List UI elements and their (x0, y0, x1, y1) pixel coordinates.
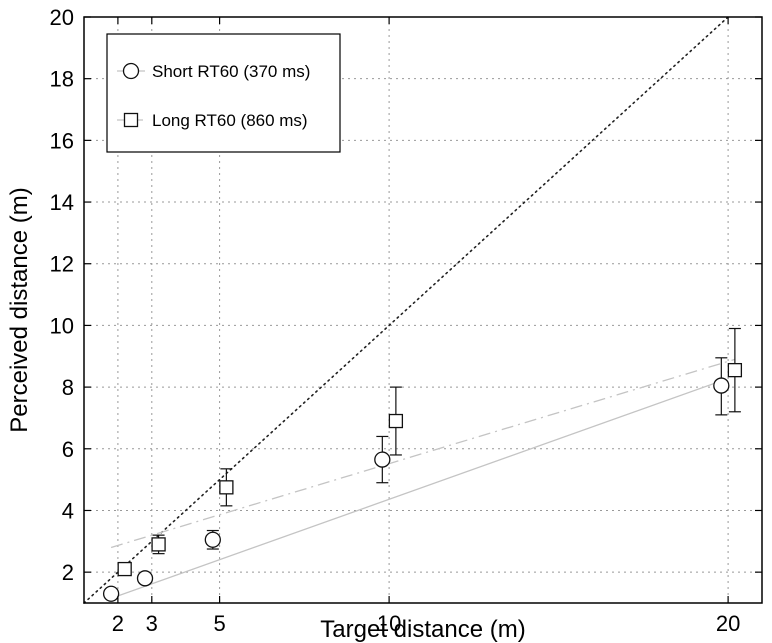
x-tick-label: 2 (112, 611, 124, 636)
legend-label: Long RT60 (860 ms) (152, 111, 308, 130)
square-marker (388, 413, 404, 429)
x-tick-label: 5 (213, 611, 225, 636)
circle-marker (102, 585, 120, 602)
square-marker (151, 537, 166, 552)
y-tick-label: 16 (50, 128, 74, 153)
square-marker (219, 480, 234, 495)
identity-reference-line (83, 16, 729, 604)
legend-circle-marker (122, 62, 140, 80)
y-tick-label: 2 (62, 560, 74, 585)
y-tick-label: 20 (50, 5, 74, 30)
square-marker (727, 362, 743, 378)
y-tick-label: 8 (62, 375, 74, 400)
y-tick-label: 6 (62, 437, 74, 462)
x-tick-label: 20 (716, 611, 740, 636)
y-tick-label: 4 (62, 498, 74, 523)
legend-label: Short RT60 (370 ms) (152, 62, 310, 81)
x-tick-label: 10 (377, 611, 401, 636)
x-tick-label: 3 (146, 611, 158, 636)
y-axis-title: Perceived distance (m) (6, 187, 33, 432)
data-markers (102, 327, 743, 602)
y-tick-label: 10 (50, 313, 74, 338)
circle-marker (136, 570, 154, 587)
y-tick-label: 18 (50, 67, 74, 92)
x-axis-title: Target distance (m) (320, 616, 525, 643)
fit-line-series-1 (110, 380, 722, 599)
circle-marker (204, 531, 221, 548)
plot-frame (83, 16, 763, 604)
square-marker (117, 561, 132, 577)
circle-marker (713, 377, 730, 394)
circle-marker (374, 451, 391, 468)
y-tick-label: 12 (50, 252, 74, 277)
legend-box (106, 33, 341, 153)
legend-square-marker (123, 112, 139, 128)
chart-lines (83, 16, 736, 604)
legend: Short RT60 (370 ms) Long RT60 (860 ms) (106, 33, 341, 153)
y-tick-label: 14 (50, 190, 74, 215)
